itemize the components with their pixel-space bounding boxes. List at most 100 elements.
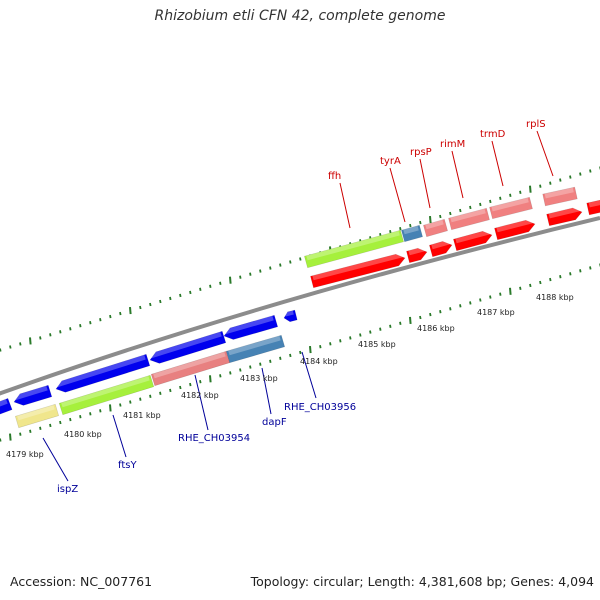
- gene-label-ffh[interactable]: ffh: [328, 171, 341, 182]
- tick-mark: [99, 318, 102, 322]
- label-leader-lines: [42, 130, 554, 482]
- feature-dapF-highlight: [228, 335, 281, 356]
- feature-rpsP[interactable]: [423, 218, 448, 238]
- tick-mark: [449, 307, 452, 311]
- cds-ftsY-highlight: [56, 354, 146, 388]
- cds-next[interactable]: [586, 199, 600, 216]
- tick-mark: [279, 263, 282, 267]
- feature-ftsY-rna[interactable]: [58, 374, 155, 416]
- tick-mark: [459, 304, 462, 308]
- tick-mark: [9, 433, 12, 441]
- leader-line: [491, 140, 504, 187]
- feature-RHE_CH03954-highlight: [153, 351, 226, 379]
- tick-mark: [189, 290, 192, 295]
- tick-mark: [69, 417, 72, 422]
- tick-mark: [149, 394, 152, 398]
- gene-label-ftsY[interactable]: ftsY: [118, 460, 137, 471]
- tick-mark: [359, 333, 362, 337]
- tick-mark: [299, 257, 302, 261]
- genome-backbone: [0, 216, 600, 396]
- tick-mark: [529, 283, 532, 288]
- gene-label-ispZ[interactable]: ispZ: [57, 484, 78, 495]
- cds-ffh[interactable]: [310, 253, 406, 289]
- leader-line: [389, 167, 406, 223]
- tick-mark: [569, 175, 572, 179]
- tick-mark: [499, 196, 502, 200]
- cds-ispZ[interactable]: [13, 384, 53, 406]
- tick-mark: [99, 409, 102, 413]
- cds-ispZ-highlight: [14, 385, 48, 401]
- cds-rpsP[interactable]: [429, 241, 453, 258]
- feature-rpsP-highlight: [425, 219, 444, 230]
- feature-ispZ[interactable]: [14, 403, 60, 429]
- gene-label-RHE_CH03956[interactable]: RHE_CH03956: [284, 402, 356, 413]
- leader-line: [451, 150, 464, 199]
- tick-mark: [589, 266, 592, 270]
- feature-dapF[interactable]: [225, 334, 286, 364]
- gene-label-trmD[interactable]: trmD: [480, 129, 506, 140]
- cds-tyrA[interactable]: [406, 247, 428, 264]
- tick-mark: [499, 292, 502, 296]
- tick-label: 4184 kbp: [300, 357, 338, 366]
- cds-rev-edge[interactable]: [0, 398, 13, 415]
- tick-mark: [479, 298, 482, 302]
- tick-mark: [169, 388, 172, 393]
- feature-tyrA[interactable]: [401, 224, 423, 243]
- tick-mark: [0, 348, 2, 352]
- feature-trmD[interactable]: [489, 196, 533, 220]
- tick-mark: [479, 202, 482, 207]
- cds-RHE_CH03954[interactable]: [149, 330, 227, 364]
- feature-ffh-rna[interactable]: [304, 229, 404, 269]
- leader-line: [42, 437, 69, 482]
- feature-rplS[interactable]: [542, 186, 578, 207]
- tick-mark: [539, 184, 542, 188]
- tick-mark: [199, 380, 202, 384]
- tick-mark: [509, 287, 512, 295]
- cds-rplS[interactable]: [546, 207, 583, 227]
- tick-mark: [489, 199, 492, 204]
- gene-label-rimM[interactable]: rimM: [440, 139, 465, 150]
- tick-mark: [249, 272, 252, 276]
- tick-mark: [429, 216, 432, 224]
- tick-mark: [519, 190, 522, 194]
- tick-mark: [589, 169, 592, 173]
- tick-mark: [309, 346, 312, 354]
- tick-mark: [109, 404, 112, 412]
- gene-label-dapF[interactable]: dapF: [262, 417, 287, 428]
- gene-label-rplS[interactable]: rplS: [526, 119, 546, 130]
- cds-rimM-highlight: [455, 229, 490, 244]
- gene-label-tyrA[interactable]: tyrA: [380, 156, 401, 167]
- cds-rpsP-highlight: [431, 239, 450, 250]
- feature-ffh-rna-highlight: [306, 230, 400, 261]
- tick-mark: [139, 305, 142, 310]
- tick-mark: [149, 302, 152, 307]
- feature-rimM[interactable]: [448, 207, 490, 231]
- cds-RHE_CH03954-highlight: [150, 331, 222, 359]
- gene-features[interactable]: [0, 186, 600, 429]
- gene-label-rpsP[interactable]: rpsP: [410, 147, 432, 158]
- tick-mark: [69, 327, 72, 331]
- tick-mark: [289, 353, 292, 358]
- tick-mark: [239, 275, 242, 279]
- cds-dapF[interactable]: [223, 314, 279, 340]
- tick-label: 4188 kbp: [536, 293, 574, 302]
- tick-label: 4187 kbp: [477, 308, 515, 317]
- tick-mark: [109, 314, 112, 319]
- tick-mark: [159, 391, 162, 395]
- feature-rplS-highlight: [544, 187, 574, 199]
- tick-label: 4185 kbp: [358, 340, 396, 349]
- feature-trmD-highlight: [491, 197, 529, 212]
- tick-mark: [219, 281, 222, 285]
- gene-label-RHE_CH03954[interactable]: RHE_CH03954: [178, 433, 250, 444]
- tick-mark: [29, 337, 32, 345]
- tick-mark: [239, 368, 242, 372]
- cds-ftsY[interactable]: [55, 353, 151, 393]
- tick-mark: [559, 275, 562, 279]
- tick-mark: [219, 374, 222, 378]
- tick-mark: [199, 287, 202, 291]
- tick-mark: [259, 362, 262, 366]
- cds-trmD[interactable]: [494, 219, 536, 241]
- cds-rimM[interactable]: [453, 230, 493, 252]
- cds-RHE_CH03956[interactable]: [283, 309, 298, 323]
